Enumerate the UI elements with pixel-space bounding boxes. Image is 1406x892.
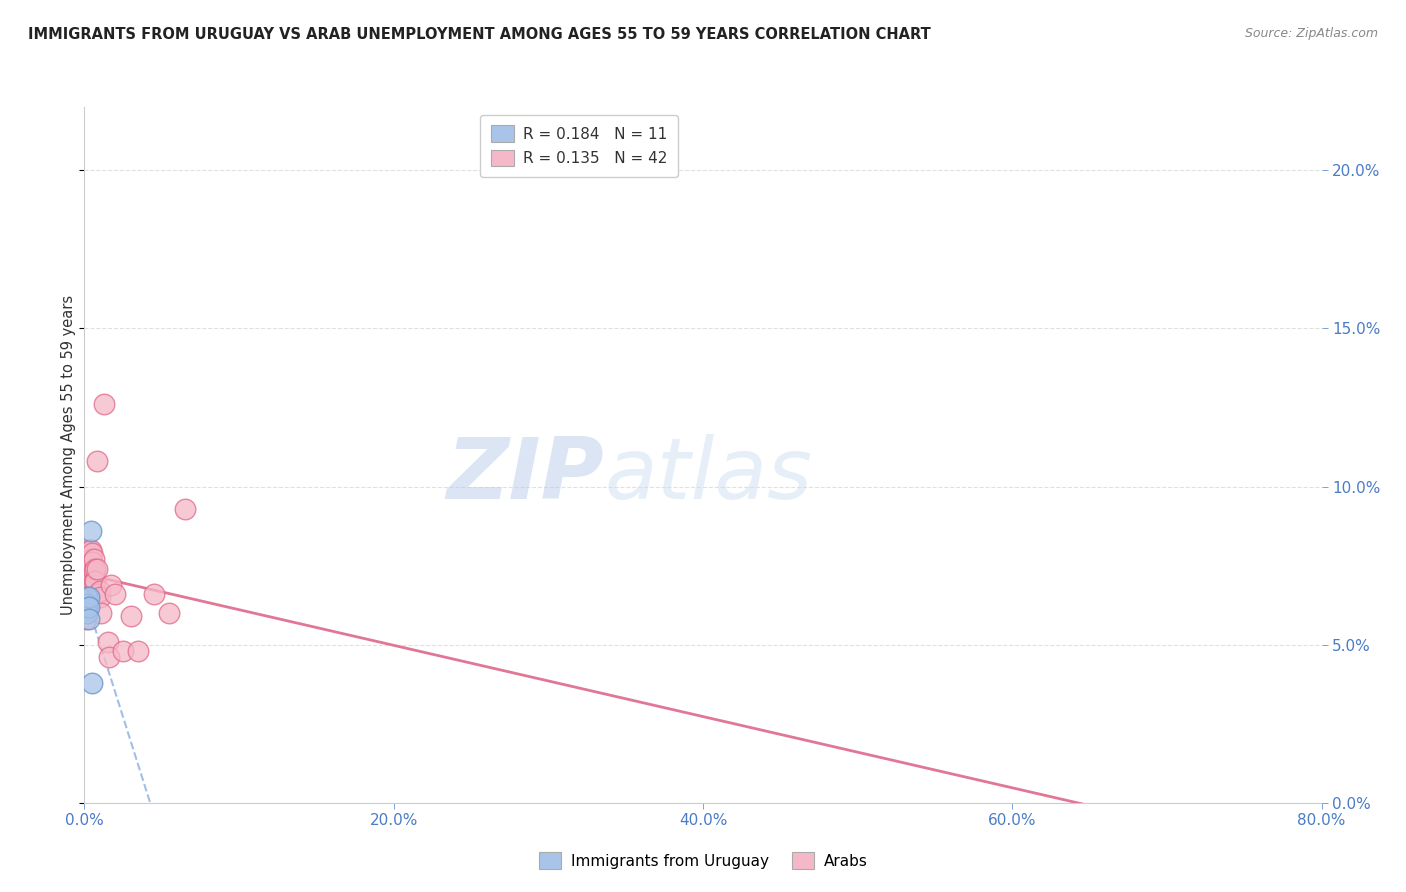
Point — [83, 552, 105, 566]
Point — [79, 524, 101, 538]
Point — [100, 577, 122, 591]
Point — [89, 591, 111, 605]
Point — [83, 574, 105, 589]
Point — [82, 556, 104, 570]
Point — [82, 565, 104, 579]
Point — [77, 549, 100, 563]
Point — [76, 581, 98, 595]
Point — [79, 542, 101, 557]
Point — [79, 562, 101, 576]
Point — [87, 587, 110, 601]
Text: IMMIGRANTS FROM URUGUAY VS ARAB UNEMPLOYMENT AMONG AGES 55 TO 59 YEARS CORRELATI: IMMIGRANTS FROM URUGUAY VS ARAB UNEMPLOY… — [28, 27, 931, 42]
Point — [79, 552, 101, 566]
Point — [143, 587, 166, 601]
Point — [84, 562, 107, 576]
Point — [83, 565, 105, 579]
Legend: Immigrants from Uruguay, Arabs: Immigrants from Uruguay, Arabs — [533, 847, 873, 875]
Point — [76, 558, 98, 573]
Point — [77, 581, 100, 595]
Point — [84, 574, 107, 589]
Point — [75, 597, 97, 611]
Point — [76, 606, 98, 620]
Point — [77, 599, 100, 614]
Y-axis label: Unemployment Among Ages 55 to 59 years: Unemployment Among Ages 55 to 59 years — [60, 295, 76, 615]
Point — [77, 591, 100, 605]
Point — [77, 612, 100, 626]
Point — [82, 546, 104, 560]
Point — [76, 597, 98, 611]
Point — [97, 634, 120, 648]
Point — [79, 574, 101, 589]
Point — [90, 606, 112, 620]
Point — [82, 574, 104, 589]
Point — [77, 542, 100, 557]
Point — [82, 675, 104, 690]
Point — [128, 644, 150, 658]
Point — [76, 591, 98, 605]
Point — [120, 609, 142, 624]
Text: Source: ZipAtlas.com: Source: ZipAtlas.com — [1244, 27, 1378, 40]
Point — [159, 606, 181, 620]
Point — [76, 599, 98, 614]
Point — [75, 599, 97, 614]
Text: atlas: atlas — [605, 434, 813, 517]
Point — [77, 568, 100, 582]
Point — [174, 501, 197, 516]
Point — [104, 587, 127, 601]
Point — [112, 644, 135, 658]
Point — [77, 558, 100, 573]
Point — [86, 454, 108, 468]
Point — [76, 546, 98, 560]
Point — [76, 568, 98, 582]
Point — [75, 612, 97, 626]
Point — [98, 650, 121, 665]
Point — [86, 562, 108, 576]
Point — [89, 583, 111, 598]
Point — [93, 397, 115, 411]
Point — [75, 603, 97, 617]
Point — [75, 606, 97, 620]
Text: ZIP: ZIP — [446, 434, 605, 517]
